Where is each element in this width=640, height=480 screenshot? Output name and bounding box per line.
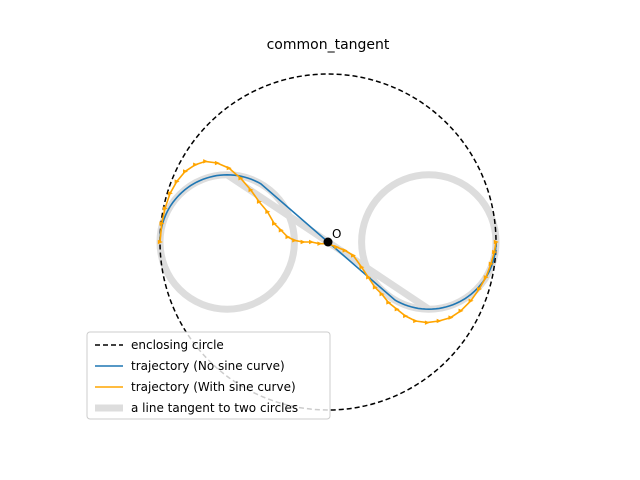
trajectory-sine-marker (272, 221, 278, 226)
trajectory-sine-marker (265, 209, 271, 214)
trajectory-sine-marker (493, 239, 499, 245)
trajectory-sine-marker (342, 248, 348, 253)
trajectory-sine-marker (379, 291, 385, 297)
trajectory-sine-marker (248, 187, 254, 193)
trajectory-sine-marker (292, 238, 298, 243)
trajectory-sine-marker (285, 234, 291, 240)
origin-label: O (332, 227, 341, 241)
trajectory-sine-marker (448, 315, 454, 320)
trajectory-sine-marker (309, 239, 314, 245)
trajectory-sine-marker (167, 191, 173, 196)
trajectory-sine-marker (468, 298, 474, 303)
trajectory-sine-marker (351, 253, 356, 258)
trajectory-sine-marker (162, 206, 168, 211)
legend-label: enclosing circle (131, 338, 224, 352)
trajectory-sine-marker (159, 221, 165, 226)
trajectory-sine-marker (183, 169, 188, 174)
trajectory-sine-marker (458, 308, 464, 314)
trajectory-sine-marker (193, 162, 199, 167)
trajectory-sine-marker (300, 239, 306, 245)
trajectory-sine-marker (256, 199, 262, 204)
trajectory-sine-marker (477, 286, 482, 292)
trajectory-sine-marker (317, 241, 323, 246)
trajectory-sine-marker (386, 300, 392, 305)
legend-box (86, 331, 331, 420)
trajectory-sine-marker (359, 265, 365, 270)
trajectory-sine-marker (424, 320, 430, 325)
legend: enclosing circle trajectory (No sine curv… (86, 331, 331, 420)
origin-point (323, 237, 333, 247)
legend-label: trajectory (With sine curve) (131, 380, 296, 394)
chart-title: common_tangent (267, 37, 390, 53)
trajectory-sine-marker (394, 307, 400, 312)
trajectory-sine-marker (436, 318, 442, 324)
trajectory-sine-marker (492, 249, 498, 255)
trajectory-sine-marker (366, 275, 372, 280)
trajectory-sine-marker (483, 275, 489, 280)
trajectory-sine-marker (278, 228, 284, 233)
trajectory-sine-marker (413, 318, 419, 324)
trajectory-sine-marker (203, 159, 209, 164)
trajectory-sine-marker (157, 239, 163, 245)
trajectory-sine-marker (174, 179, 180, 184)
plot-area: O (156, 73, 500, 411)
legend-label: a line tangent to two circles (131, 401, 298, 415)
legend-label: trajectory (No sine curve) (131, 359, 285, 373)
trajectory-sine-marker (214, 160, 220, 166)
trajectory-sine-marker (372, 285, 378, 290)
trajectory-sine-marker (334, 244, 340, 250)
trajectory-sine-marker (226, 165, 232, 171)
trajectory-sine-marker (403, 313, 409, 319)
trajectory-sine-marker (488, 261, 494, 267)
trajectory-sine-marker (238, 175, 244, 181)
